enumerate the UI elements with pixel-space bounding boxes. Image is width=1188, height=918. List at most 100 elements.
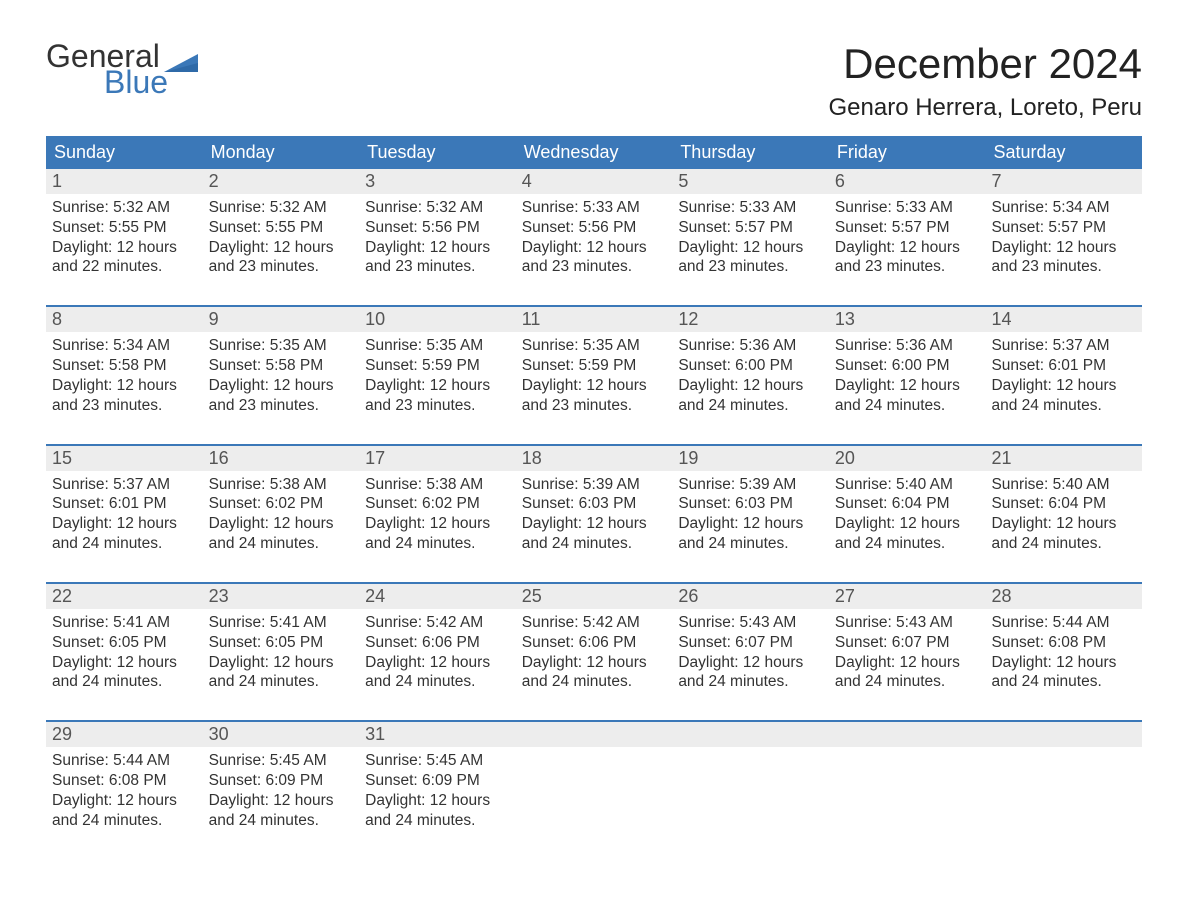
day-sunrise: Sunrise: 5:32 AM <box>209 198 354 218</box>
day-d1: Daylight: 12 hours <box>365 653 510 673</box>
day-sunrise: Sunrise: 5:33 AM <box>522 198 667 218</box>
content-row: Sunrise: 5:32 AMSunset: 5:55 PMDaylight:… <box>46 194 1142 281</box>
day-sunset: Sunset: 6:06 PM <box>522 633 667 653</box>
day-cell: Sunrise: 5:38 AMSunset: 6:02 PMDaylight:… <box>359 471 516 558</box>
day-number: 5 <box>672 169 829 194</box>
day-d2: and 24 minutes. <box>678 672 823 692</box>
day-header-saturday: Saturday <box>985 136 1142 169</box>
week-block: 1234567Sunrise: 5:32 AMSunset: 5:55 PMDa… <box>46 169 1142 281</box>
day-sunset: Sunset: 5:55 PM <box>209 218 354 238</box>
day-number: 17 <box>359 446 516 471</box>
day-d2: and 24 minutes. <box>52 811 197 831</box>
day-d1: Daylight: 12 hours <box>678 238 823 258</box>
day-d2: and 23 minutes. <box>209 396 354 416</box>
day-d1: Daylight: 12 hours <box>522 514 667 534</box>
day-d1: Daylight: 12 hours <box>991 653 1136 673</box>
day-d2: and 24 minutes. <box>209 811 354 831</box>
day-cell: Sunrise: 5:42 AMSunset: 6:06 PMDaylight:… <box>359 609 516 696</box>
calendar-page: General Blue December 2024 Genaro Herrer… <box>0 0 1188 875</box>
day-d2: and 23 minutes. <box>52 396 197 416</box>
day-d1: Daylight: 12 hours <box>52 376 197 396</box>
day-cell: Sunrise: 5:36 AMSunset: 6:00 PMDaylight:… <box>829 332 986 419</box>
day-cell: Sunrise: 5:32 AMSunset: 5:56 PMDaylight:… <box>359 194 516 281</box>
day-cell: Sunrise: 5:40 AMSunset: 6:04 PMDaylight:… <box>829 471 986 558</box>
day-cell: Sunrise: 5:33 AMSunset: 5:57 PMDaylight:… <box>672 194 829 281</box>
page-title: December 2024 <box>829 40 1143 88</box>
day-d1: Daylight: 12 hours <box>991 376 1136 396</box>
day-sunset: Sunset: 5:57 PM <box>991 218 1136 238</box>
day-number <box>672 722 829 747</box>
day-cell <box>672 747 829 834</box>
day-number: 31 <box>359 722 516 747</box>
day-sunrise: Sunrise: 5:34 AM <box>991 198 1136 218</box>
day-d1: Daylight: 12 hours <box>52 238 197 258</box>
day-cell: Sunrise: 5:41 AMSunset: 6:05 PMDaylight:… <box>46 609 203 696</box>
day-cell: Sunrise: 5:34 AMSunset: 5:57 PMDaylight:… <box>985 194 1142 281</box>
day-cell <box>829 747 986 834</box>
day-cell: Sunrise: 5:40 AMSunset: 6:04 PMDaylight:… <box>985 471 1142 558</box>
day-number: 29 <box>46 722 203 747</box>
day-sunset: Sunset: 5:58 PM <box>52 356 197 376</box>
day-number: 19 <box>672 446 829 471</box>
day-number: 3 <box>359 169 516 194</box>
day-d2: and 24 minutes. <box>209 534 354 554</box>
day-d2: and 22 minutes. <box>52 257 197 277</box>
day-header-tuesday: Tuesday <box>359 136 516 169</box>
day-sunset: Sunset: 6:01 PM <box>991 356 1136 376</box>
day-header-monday: Monday <box>203 136 360 169</box>
day-d2: and 24 minutes. <box>52 534 197 554</box>
day-sunrise: Sunrise: 5:39 AM <box>678 475 823 495</box>
day-number: 21 <box>985 446 1142 471</box>
day-sunrise: Sunrise: 5:43 AM <box>678 613 823 633</box>
day-d1: Daylight: 12 hours <box>991 514 1136 534</box>
day-sunrise: Sunrise: 5:33 AM <box>678 198 823 218</box>
day-d1: Daylight: 12 hours <box>365 238 510 258</box>
day-sunrise: Sunrise: 5:39 AM <box>522 475 667 495</box>
day-number: 28 <box>985 584 1142 609</box>
day-d2: and 23 minutes. <box>678 257 823 277</box>
day-d2: and 24 minutes. <box>678 396 823 416</box>
content-row: Sunrise: 5:34 AMSunset: 5:58 PMDaylight:… <box>46 332 1142 419</box>
day-sunset: Sunset: 5:57 PM <box>835 218 980 238</box>
day-sunset: Sunset: 5:58 PM <box>209 356 354 376</box>
content-row: Sunrise: 5:41 AMSunset: 6:05 PMDaylight:… <box>46 609 1142 696</box>
day-sunset: Sunset: 6:03 PM <box>678 494 823 514</box>
day-sunrise: Sunrise: 5:44 AM <box>52 751 197 771</box>
day-number: 20 <box>829 446 986 471</box>
day-sunrise: Sunrise: 5:40 AM <box>991 475 1136 495</box>
day-sunset: Sunset: 5:56 PM <box>365 218 510 238</box>
day-sunset: Sunset: 6:09 PM <box>209 771 354 791</box>
day-sunrise: Sunrise: 5:42 AM <box>522 613 667 633</box>
day-number <box>829 722 986 747</box>
day-number: 23 <box>203 584 360 609</box>
day-sunset: Sunset: 6:09 PM <box>365 771 510 791</box>
week-block: 891011121314Sunrise: 5:34 AMSunset: 5:58… <box>46 305 1142 419</box>
day-header-wednesday: Wednesday <box>516 136 673 169</box>
day-d2: and 24 minutes. <box>365 534 510 554</box>
day-sunrise: Sunrise: 5:41 AM <box>52 613 197 633</box>
day-sunset: Sunset: 5:55 PM <box>52 218 197 238</box>
day-number: 11 <box>516 307 673 332</box>
day-cell: Sunrise: 5:42 AMSunset: 6:06 PMDaylight:… <box>516 609 673 696</box>
day-sunrise: Sunrise: 5:37 AM <box>52 475 197 495</box>
day-sunset: Sunset: 5:59 PM <box>365 356 510 376</box>
flag-icon <box>164 54 198 72</box>
day-sunset: Sunset: 6:04 PM <box>835 494 980 514</box>
day-d2: and 23 minutes. <box>835 257 980 277</box>
day-sunrise: Sunrise: 5:43 AM <box>835 613 980 633</box>
daynum-row: 891011121314 <box>46 307 1142 332</box>
day-number: 6 <box>829 169 986 194</box>
day-cell: Sunrise: 5:45 AMSunset: 6:09 PMDaylight:… <box>203 747 360 834</box>
day-d1: Daylight: 12 hours <box>52 791 197 811</box>
day-d1: Daylight: 12 hours <box>365 376 510 396</box>
day-number: 22 <box>46 584 203 609</box>
day-d1: Daylight: 12 hours <box>365 791 510 811</box>
day-sunrise: Sunrise: 5:38 AM <box>365 475 510 495</box>
day-sunrise: Sunrise: 5:35 AM <box>522 336 667 356</box>
day-sunset: Sunset: 6:00 PM <box>835 356 980 376</box>
day-d2: and 24 minutes. <box>365 811 510 831</box>
day-d1: Daylight: 12 hours <box>522 376 667 396</box>
day-d2: and 24 minutes. <box>365 672 510 692</box>
day-sunset: Sunset: 5:56 PM <box>522 218 667 238</box>
day-sunset: Sunset: 6:02 PM <box>209 494 354 514</box>
